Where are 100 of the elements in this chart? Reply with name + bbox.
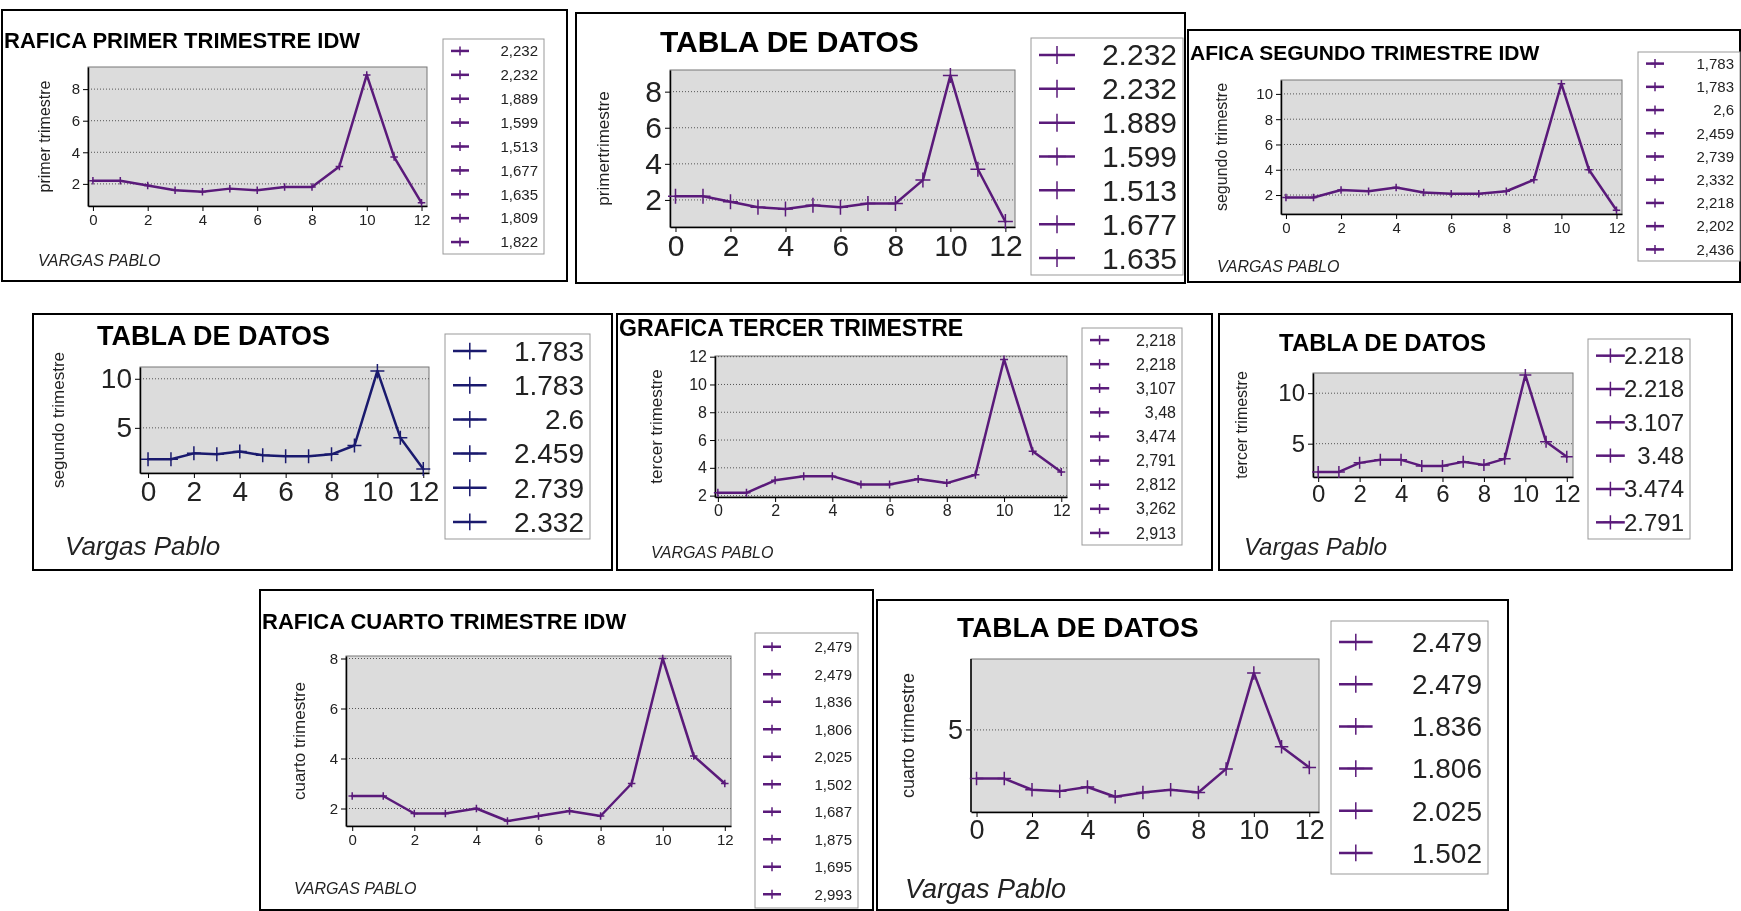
y-axis-title: segundo trimestre <box>1213 82 1230 212</box>
text: 1.889 <box>1101 106 1177 140</box>
text: 1,687 <box>814 803 852 820</box>
x-tick-label: 10 <box>1553 218 1571 236</box>
text: 1.783 <box>513 370 584 402</box>
y-tick-label: 8 <box>71 80 80 98</box>
x-tick-label: 2 <box>771 502 781 520</box>
x-tick-label: 10 <box>362 475 394 507</box>
text: 2.791 <box>1623 508 1684 536</box>
x-tick-label: 8 <box>887 229 905 263</box>
x-tick-label: 6 <box>253 210 262 228</box>
y-tick-label: 4 <box>329 749 338 767</box>
x-tick-label: 2 <box>1337 218 1346 236</box>
text: 1,695 <box>814 858 852 875</box>
text: 2,791 <box>1135 452 1177 470</box>
x-tick-label: 10 <box>358 210 376 228</box>
y-tick-label: 2 <box>71 175 80 193</box>
y-tick-label: 2 <box>1264 186 1273 204</box>
text: 2,436 <box>1696 240 1734 258</box>
x-tick-label: 8 <box>596 830 606 848</box>
x-tick-label: 8 <box>1191 815 1207 846</box>
x-tick-label: 10 <box>934 229 968 263</box>
text: 2,993 <box>814 885 852 903</box>
x-tick-label: 4 <box>777 229 795 263</box>
x-tick-label: 12 <box>1608 218 1626 236</box>
x-tick-label: 6 <box>278 475 294 507</box>
x-tick-label: 6 <box>1135 815 1151 846</box>
text: 1,822 <box>500 233 538 251</box>
x-tick-label: 12 <box>989 229 1023 263</box>
x-tick-label: 4 <box>198 210 208 228</box>
text: 2.332 <box>513 506 584 538</box>
x-tick-label: 2 <box>722 229 740 263</box>
text: 3,48 <box>1144 403 1177 421</box>
text: 2,218 <box>1135 331 1177 349</box>
x-tick-label: 6 <box>885 502 895 520</box>
text: 1,599 <box>500 113 538 131</box>
x-tick-label: 8 <box>942 502 952 520</box>
text: 2,025 <box>814 748 852 765</box>
x-tick-label: 6 <box>832 229 850 263</box>
x-tick-label: 2 <box>186 475 203 507</box>
text: 1.677 <box>1101 207 1177 241</box>
x-tick-label: 12 <box>413 210 431 228</box>
x-axis-title: Vargas Pablo <box>905 874 1067 904</box>
chart-title: TABLA DE DATOS <box>1279 329 1487 356</box>
x-tick-label: 10 <box>1512 480 1540 508</box>
text: 2,6 <box>1713 101 1734 119</box>
text: 2.025 <box>1411 795 1482 827</box>
y-tick-label: 8 <box>1264 110 1273 128</box>
text: 1,806 <box>814 720 852 738</box>
x-axis-title: VARGAS PABLO <box>294 880 417 897</box>
text: 1.635 <box>1101 241 1177 275</box>
text: 3.48 <box>1637 442 1684 470</box>
y-axis-title: tercer trimestre <box>647 369 666 484</box>
text: 2,232 <box>500 42 538 60</box>
y-tick-label: 6 <box>1264 135 1273 153</box>
text: 1.806 <box>1411 753 1482 785</box>
y-tick-label: 4 <box>71 143 80 161</box>
y-tick-label: 8 <box>645 74 662 108</box>
text: 1.502 <box>1411 837 1482 869</box>
y-tick-label: 6 <box>329 699 338 717</box>
text: 2.218 <box>1623 342 1684 370</box>
y-tick-label: 4 <box>645 146 662 180</box>
x-tick-label: 6 <box>1447 218 1456 236</box>
text: 2.232 <box>1101 38 1177 72</box>
x-axis-title: VARGAS PABLO <box>651 544 774 561</box>
x-axis-title: Vargas Pablo <box>1244 533 1388 560</box>
x-tick-label: 12 <box>716 830 734 848</box>
text: 2,218 <box>1135 355 1177 373</box>
x-tick-label: 0 <box>1282 218 1291 236</box>
text: 3.474 <box>1623 475 1684 503</box>
text: 2.479 <box>1411 626 1482 658</box>
chart-title: TABLA DE DATOS <box>97 321 330 351</box>
y-axis-title: tercer trimestre <box>1233 371 1250 479</box>
y-axis-title: cuarto trimestre <box>290 681 309 801</box>
text: 2,812 <box>1135 476 1177 494</box>
y-axis-title: segundo trimestre <box>49 351 68 489</box>
x-tick-label: 4 <box>1080 815 1096 846</box>
x-tick-label: 0 <box>89 210 98 228</box>
chart-title: TABLA DE DATOS <box>660 25 919 58</box>
text: 2,218 <box>1696 194 1734 212</box>
text: 1.783 <box>513 335 584 367</box>
y-tick-label: 6 <box>698 431 708 449</box>
text: 1,783 <box>1696 78 1734 96</box>
y-tick-label: 6 <box>645 110 662 144</box>
y-tick-label: 10 <box>1278 379 1305 407</box>
x-tick-label: 0 <box>713 502 723 520</box>
text: 2,913 <box>1135 524 1177 542</box>
x-tick-label: 12 <box>408 475 440 507</box>
chart-title: AFICA SEGUNDO TRIMESTRE IDW <box>1190 41 1540 64</box>
text: 2.739 <box>513 472 584 504</box>
text: 2,739 <box>1696 147 1734 165</box>
text: 2.6 <box>545 404 584 436</box>
x-tick-label: 2 <box>1024 815 1041 846</box>
text: 1,677 <box>500 161 538 179</box>
x-tick-label: 8 <box>1502 218 1511 236</box>
x-tick-label: 6 <box>534 830 544 848</box>
x-tick-label: 4 <box>1392 218 1401 236</box>
text: 1,635 <box>500 185 538 203</box>
x-tick-label: 4 <box>232 475 249 507</box>
y-tick-label: 6 <box>71 112 80 129</box>
